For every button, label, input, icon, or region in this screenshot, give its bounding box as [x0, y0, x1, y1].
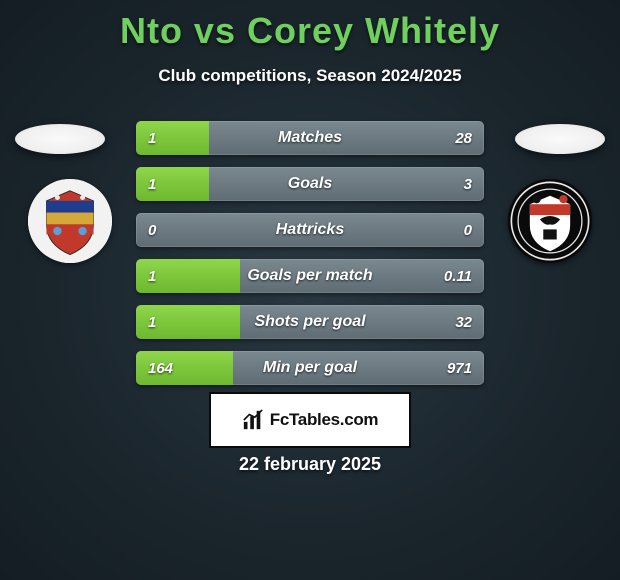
player-photo-right: [515, 124, 605, 154]
stat-label: Shots per goal: [136, 305, 484, 339]
stat-label: Goals per match: [136, 259, 484, 293]
stats-bars: 128Matches 13Goals 00Hattricks 10.11Goals p…: [136, 121, 484, 397]
shield-icon: [28, 179, 112, 263]
club-crest-right: [508, 179, 592, 263]
brand-box[interactable]: FcTables.com: [209, 392, 411, 448]
club-crest-left: [28, 179, 112, 263]
player-photo-left: [15, 124, 105, 154]
stat-bar: 13Goals: [136, 167, 484, 201]
stat-bar: 132Shots per goal: [136, 305, 484, 339]
stat-bar: 164971Min per goal: [136, 351, 484, 385]
bar-chart-icon: [242, 409, 264, 431]
stat-bar: 10.11Goals per match: [136, 259, 484, 293]
subtitle: Club competitions, Season 2024/2025: [0, 66, 620, 86]
stat-bar: 128Matches: [136, 121, 484, 155]
stat-label: Hattricks: [136, 213, 484, 247]
stat-label: Min per goal: [136, 351, 484, 385]
page-title: Nto vs Corey Whitely: [0, 0, 620, 52]
stat-label: Matches: [136, 121, 484, 155]
stat-bar: 00Hattricks: [136, 213, 484, 247]
stat-label: Goals: [136, 167, 484, 201]
date-label: 22 february 2025: [0, 454, 620, 475]
shield-icon: [508, 179, 592, 263]
brand-label: FcTables.com: [270, 410, 379, 430]
